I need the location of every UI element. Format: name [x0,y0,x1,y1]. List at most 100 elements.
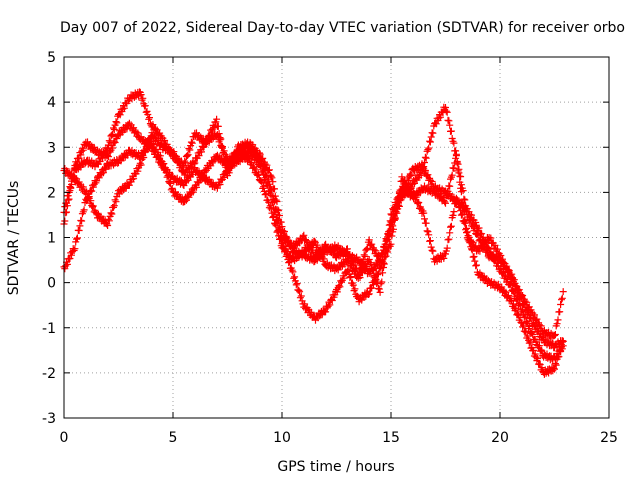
data-point [195,152,203,160]
data-point [425,144,433,152]
data-point [187,189,195,197]
data-point [193,183,200,191]
data-point [213,151,221,159]
data-point [128,175,136,183]
data-point [271,197,278,205]
data-point [302,237,310,245]
data-point [327,247,335,255]
data-point [255,170,262,178]
data-point [62,262,70,270]
data-point [381,240,389,248]
data-point [225,169,233,177]
data-point [446,229,454,237]
data-point [472,219,480,226]
data-point [376,288,384,296]
x-axis-tick-labels: 0 5 10 15 20 25 [60,430,618,446]
data-point [143,140,151,148]
y-tick-label: 2 [47,185,56,201]
data-point [254,171,262,179]
data-point [119,105,127,113]
data-point [273,211,281,219]
data-point [292,281,300,289]
data-point [134,129,142,137]
data-point [389,216,397,224]
data-point [293,280,301,287]
data-point [76,222,84,230]
data-point [265,176,273,184]
data-point [442,107,450,115]
data-point [324,302,332,310]
data-point [426,176,434,184]
data-point [354,272,362,280]
data-point [250,164,258,172]
data-point [431,187,439,195]
data-point [452,147,460,155]
data-points [60,88,567,378]
data-point [362,246,370,254]
data-point [520,321,527,329]
data-point [369,267,377,274]
data-point [80,206,88,214]
data-point [164,172,172,180]
data-point [398,190,406,198]
data-point [163,173,171,181]
data-point [304,238,312,246]
data-point [216,181,224,188]
data-point [351,285,359,293]
data-point [346,251,354,258]
data-point [375,257,383,265]
data-point [437,113,444,121]
data-point [258,159,266,167]
data-point [429,247,437,255]
data-point [195,132,203,139]
data-point [162,168,170,176]
data-point [368,284,376,292]
data-point [443,192,451,200]
data-point [453,196,461,204]
data-point [218,143,226,151]
data-point [144,142,152,150]
data-point [499,255,506,263]
data-point [96,158,104,165]
x-tick-label: 20 [491,430,509,446]
data-point [95,174,103,182]
data-point [109,130,117,138]
data-point [118,187,126,195]
data-point [390,225,397,233]
data-point [134,167,142,175]
data-point [508,297,516,305]
data-point [257,177,265,185]
data-point [380,264,387,271]
data-point [460,208,468,216]
data-point [535,342,543,350]
data-point [365,290,373,298]
data-point [75,227,83,234]
data-point [462,219,470,227]
data-point [445,235,453,243]
data-point [149,121,157,129]
data-point [253,150,261,158]
data-point [140,154,148,161]
data-point [183,168,191,176]
data-point [346,274,354,282]
data-point [523,307,531,315]
data-point [559,288,567,296]
data-point [116,111,124,119]
data-point [450,208,458,216]
data-point [469,223,477,231]
data-point [141,148,149,156]
data-point [421,159,428,166]
data-point [440,254,448,262]
data-point [555,353,563,361]
data-point [530,322,538,329]
x-tick-label: 5 [169,430,178,446]
data-point [509,275,517,283]
data-point [400,185,408,193]
data-point [534,355,542,362]
data-point [214,122,222,130]
data-point [132,128,140,136]
data-point [344,266,352,274]
data-point [84,193,92,201]
data-point [457,188,465,196]
data-point [558,340,565,348]
